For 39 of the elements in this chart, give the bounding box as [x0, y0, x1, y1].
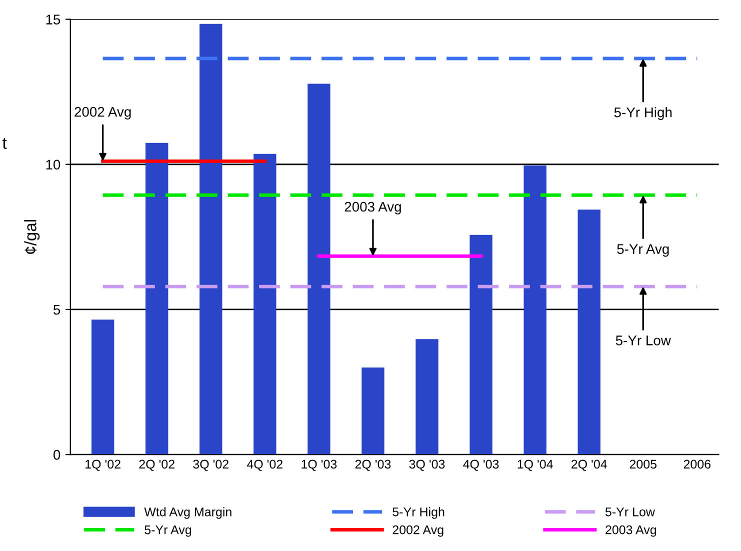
- x-tick-label: 1Q '02: [86, 460, 120, 471]
- bar: [308, 84, 330, 455]
- annotation: 2003 Avg: [344, 202, 401, 214]
- bar: [362, 368, 384, 455]
- y-tick-label: 15: [46, 14, 60, 24]
- bar: [416, 339, 438, 455]
- x-tick-label: 1Q '04: [518, 460, 553, 471]
- legend-label: 5-Yr Low: [605, 508, 655, 516]
- x-tick-label: 2005: [630, 460, 657, 469]
- annotation: 5-Yr High: [614, 107, 672, 120]
- y-axis-title: ¢/gal: [24, 220, 40, 254]
- x-tick-label: 4Q '02: [246, 460, 282, 471]
- y-tick-label: 10: [46, 160, 60, 170]
- bar: [200, 24, 222, 455]
- bar: [470, 234, 492, 455]
- y-tick-label: 5: [54, 304, 60, 315]
- x-tick-label: 2Q '02: [139, 460, 174, 471]
- bar: [578, 210, 600, 455]
- legend-label: Wtd Avg Margin: [144, 507, 232, 519]
- x-tick-label: 3Q '03: [409, 460, 445, 471]
- bar: [91, 320, 114, 455]
- x-tick-label: 2Q '04: [572, 460, 607, 471]
- x-tick-label: 3Q '02: [193, 460, 228, 471]
- legend-label: 2003 Avg: [606, 525, 656, 537]
- x-tick-label: 2Q '03: [355, 460, 391, 471]
- annotation: 5-Yr Avg: [617, 244, 669, 257]
- text: t: [2, 138, 7, 149]
- annotation: 5-Yr Low: [616, 336, 671, 346]
- legend-label: 2002 Avg: [392, 525, 444, 537]
- x-tick-label: 4Q '03: [463, 460, 499, 471]
- y-tick-label: 0: [53, 450, 60, 460]
- x-tick-label: 2006: [684, 460, 711, 469]
- bar: [146, 142, 168, 455]
- legend-label: 5-Yr Avg: [144, 526, 192, 537]
- annotation: 2002 Avg: [74, 106, 131, 120]
- legend-label: 5-Yr High: [392, 507, 444, 519]
- bar: [254, 154, 276, 455]
- bar: [524, 166, 546, 455]
- x-tick-label: 1Q '03: [302, 460, 337, 471]
